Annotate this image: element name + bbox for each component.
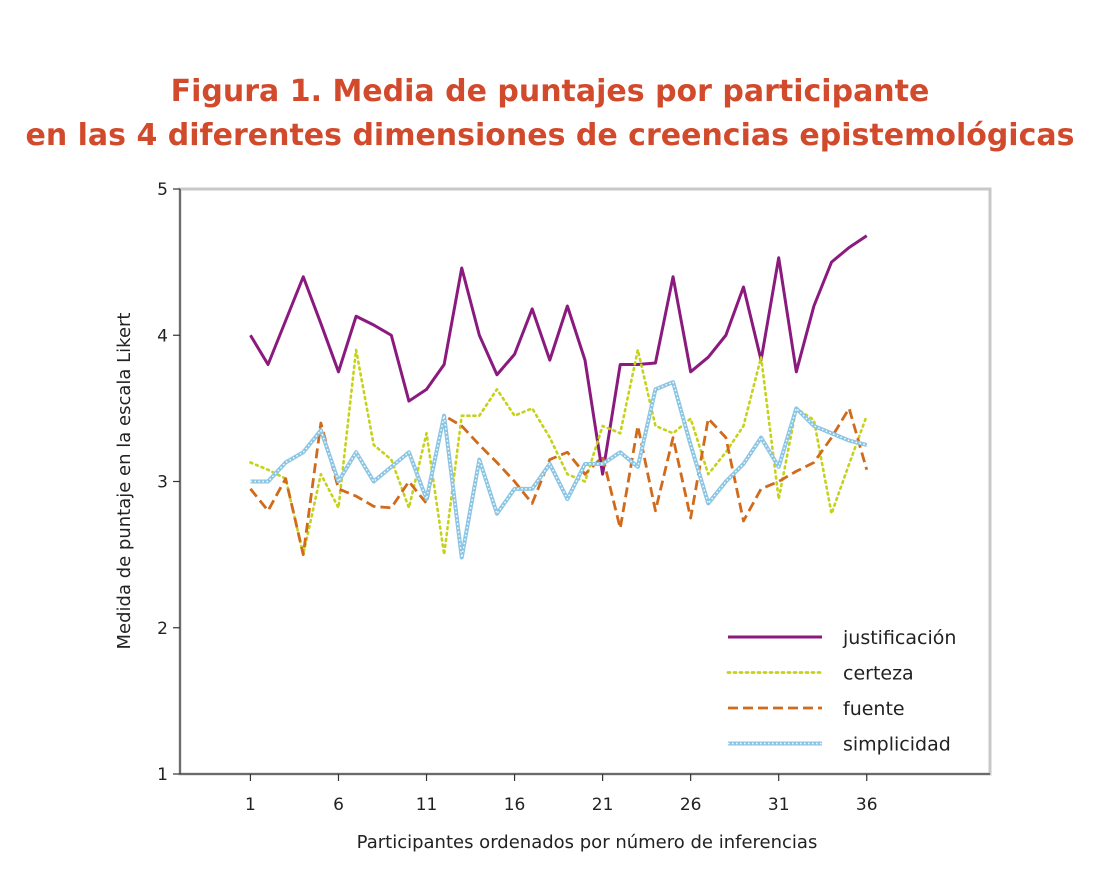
series-simplicidad — [250, 380, 868, 560]
x-tick-label: 1 — [245, 795, 256, 815]
legend-label: fuente — [843, 698, 905, 720]
x-axis-ticks: 1 6 11 16 21 26 31 36 — [245, 774, 878, 815]
y-tick-label: 1 — [157, 765, 168, 785]
legend-label: justificación — [842, 627, 956, 649]
legend-item-simplicidad: simplicidad — [728, 734, 951, 756]
x-tick-label: 6 — [333, 795, 344, 815]
legend: justificación certeza fuente simplicidad — [726, 627, 956, 756]
series-lines — [249, 234, 869, 560]
chart-title: Figura 1. Media de puntajes por particip… — [0, 70, 1100, 158]
legend-label: simplicidad — [843, 734, 951, 756]
x-tick-label: 26 — [680, 795, 702, 815]
series-simplicidad-texture — [250, 381, 867, 559]
series-certeza-line — [249, 348, 869, 556]
chart-title-line-2: en las 4 diferentes dimensiones de creen… — [25, 118, 1075, 153]
y-axis-title: Medida de puntaje en la escala Likert — [114, 313, 135, 650]
y-tick-label: 4 — [157, 326, 168, 346]
x-tick-label: 11 — [416, 795, 438, 815]
series-justificacion — [249, 234, 868, 476]
x-tick-label: 36 — [856, 795, 878, 815]
y-axis-ticks: 1 2 3 4 5 — [157, 180, 180, 785]
x-tick-label: 21 — [592, 795, 614, 815]
legend-item-justificacion: justificación — [728, 627, 956, 649]
y-tick-label: 2 — [157, 619, 168, 639]
legend-label: certeza — [843, 663, 914, 685]
x-axis-title: Participantes ordenados por número de in… — [357, 832, 818, 853]
y-tick-label: 5 — [157, 180, 168, 200]
y-tick-label: 3 — [157, 473, 168, 493]
chart-title-line-1: Figura 1. Media de puntajes por particip… — [170, 74, 930, 109]
series-certeza — [249, 348, 869, 556]
x-tick-label: 16 — [504, 795, 526, 815]
legend-item-fuente: fuente — [728, 698, 905, 720]
x-tick-label: 31 — [768, 795, 790, 815]
legend-item-certeza: certeza — [726, 663, 914, 685]
series-justificacion-line — [249, 234, 868, 476]
